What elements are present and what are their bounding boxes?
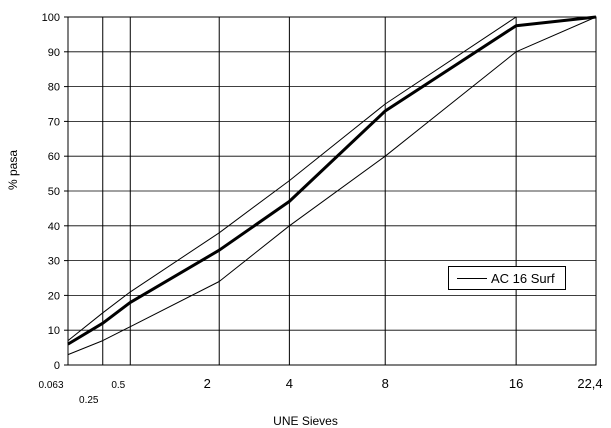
y-tick-label: 80 [48, 82, 60, 94]
x-tick-label: 0.063 [38, 380, 63, 391]
y-tick-label: 0 [54, 360, 60, 372]
legend-line-swatch [457, 278, 487, 279]
y-tick-label: 100 [42, 12, 60, 24]
y-tick-label: 50 [48, 186, 60, 198]
x-tick-label: 2 [204, 376, 211, 391]
y-tick-label: 40 [48, 221, 60, 233]
series-line-gradation [67, 15, 597, 346]
x-axis-title: UNE Sieves [273, 414, 338, 428]
y-tick-label: 20 [48, 290, 60, 302]
x-tick-label: 0.25 [79, 395, 99, 406]
plot-frame [67, 16, 597, 366]
x-tick-label: 22,4 [577, 376, 602, 391]
legend-label: AC 16 Surf [491, 271, 555, 286]
y-tick-label: 90 [48, 47, 60, 59]
x-tick-label: 4 [286, 376, 293, 391]
legend: AC 16 Surf [448, 266, 566, 290]
series-line-upper-limit [67, 16, 596, 341]
y-tick-label: 30 [48, 256, 60, 268]
series-line-lower-limit [67, 16, 597, 356]
x-tick-label: 0.5 [111, 380, 125, 391]
x-tick-label: 8 [382, 376, 389, 391]
x-tick-label: 16 [509, 376, 523, 391]
y-tick-label: 10 [48, 325, 60, 337]
y-tick-label: 70 [48, 116, 60, 128]
y-axis-title: % pasa [6, 149, 20, 190]
y-tick-label: 60 [48, 151, 60, 163]
